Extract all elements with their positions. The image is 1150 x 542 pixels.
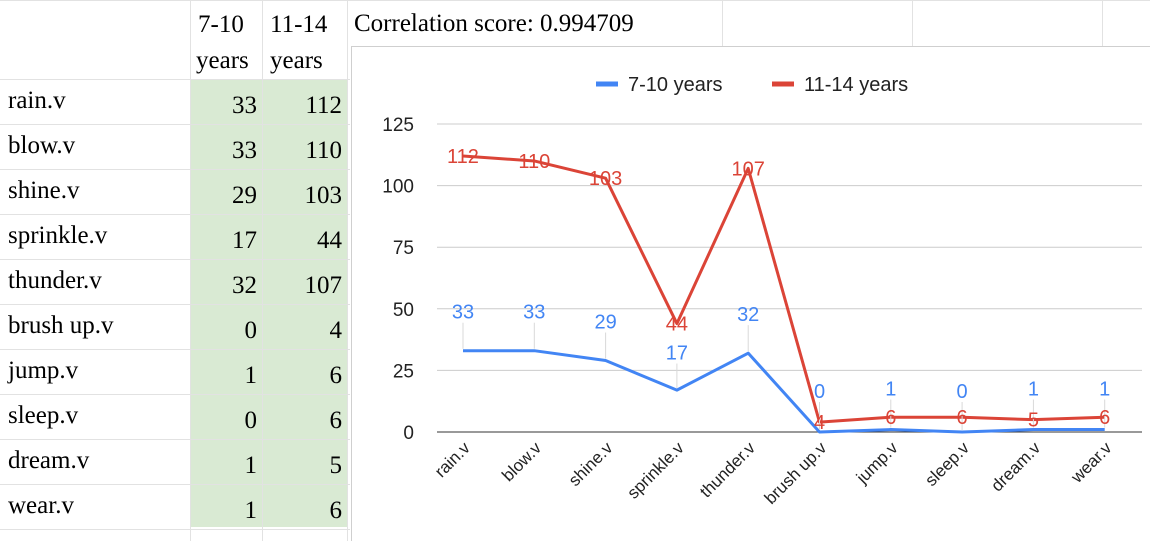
cell-11-14[interactable]: 6 [329, 497, 343, 524]
data-label-7-10: 0 [957, 381, 968, 403]
cell-word[interactable]: rain.v [8, 87, 66, 114]
data-label-7-10: 1 [885, 379, 896, 401]
data-label-7-10: 33 [523, 302, 545, 324]
header-7-10-line2[interactable]: years [196, 47, 249, 74]
correlation-score[interactable]: Correlation score: 0.994709 [354, 10, 634, 37]
cell-11-14[interactable]: 110 [305, 137, 342, 164]
y-tick-label: 25 [393, 361, 414, 382]
grid-hline [0, 124, 350, 125]
legend-label-11-14: 11-14 years [804, 74, 908, 96]
data-label-11-14: 103 [589, 168, 622, 190]
cell-7-10[interactable]: 33 [232, 92, 257, 119]
y-tick-label: 100 [382, 177, 414, 198]
cell-7-10[interactable]: 1 [244, 497, 258, 524]
cell-11-14[interactable]: 44 [317, 227, 342, 254]
grid-hline [0, 439, 350, 440]
cell-11-14[interactable]: 4 [329, 317, 343, 344]
legend-label-7-10: 7-10 years [628, 74, 723, 96]
cell-7-10[interactable]: 32 [232, 272, 257, 299]
cell-11-14[interactable]: 6 [329, 362, 343, 389]
series-line-11-14 [462, 154, 1105, 424]
grid-hline [0, 79, 350, 80]
x-tick-label: dream.v [987, 438, 1044, 495]
grid-hline [0, 304, 350, 305]
y-tick-label: 125 [382, 115, 414, 136]
cell-7-10[interactable]: 0 [244, 407, 258, 434]
grid-vline [1102, 0, 1103, 46]
cell-word[interactable]: dream.v [8, 447, 90, 474]
x-tick-label: wear.v [1067, 438, 1116, 487]
data-label-11-14: 44 [666, 314, 688, 336]
data-label-11-14: 6 [957, 407, 968, 429]
data-label-11-14: 5 [1028, 410, 1039, 432]
cell-11-14[interactable]: 107 [304, 272, 343, 299]
grid-hline [0, 214, 350, 215]
grid-hline [0, 529, 350, 530]
data-label-11-14: 4 [814, 412, 825, 434]
data-label-11-14: 112 [447, 146, 479, 168]
grid-vline [190, 0, 191, 541]
cell-word[interactable]: shine.v [8, 177, 80, 204]
data-label-11-14: 110 [518, 151, 550, 173]
x-tick-label: rain.v [431, 438, 474, 481]
x-tick-label: sprinkle.v [624, 438, 689, 503]
cell-7-10[interactable]: 0 [244, 317, 258, 344]
data-label-7-10: 33 [452, 302, 474, 324]
cell-word[interactable]: brush up.v [8, 312, 114, 339]
data-label-7-10: 29 [594, 312, 616, 334]
y-tick-label: 50 [393, 300, 414, 321]
grid-hline [0, 394, 350, 395]
grid-vline [262, 0, 263, 541]
cell-word[interactable]: thunder.v [8, 267, 102, 294]
data-fill [190, 80, 348, 527]
x-tick-label: thunder.v [696, 438, 759, 501]
y-tick-label: 0 [403, 423, 414, 444]
data-label-11-14: 6 [885, 407, 896, 429]
x-tick-label: jump.v [852, 438, 902, 488]
x-tick-label: brush up.v [761, 438, 831, 508]
grid-vline [347, 0, 348, 541]
cell-11-14[interactable]: 5 [329, 452, 343, 479]
cell-word[interactable]: wear.v [8, 492, 74, 519]
grid-hline [0, 169, 350, 170]
cell-word[interactable]: sleep.v [8, 402, 79, 429]
data-label-7-10: 17 [666, 343, 688, 365]
cell-11-14[interactable]: 6 [329, 407, 343, 434]
grid-hline [0, 0, 1150, 1]
cell-word[interactable]: jump.v [8, 357, 79, 384]
cell-7-10[interactable]: 29 [232, 182, 257, 209]
data-label-7-10: 1 [1099, 379, 1110, 401]
data-label-7-10: 0 [814, 381, 825, 403]
grid-hline [0, 349, 350, 350]
series-line-7-10 [463, 349, 1105, 434]
cell-word[interactable]: sprinkle.v [8, 222, 108, 249]
data-label-11-14: 107 [732, 158, 765, 180]
x-tick-label: sleep.v [921, 438, 973, 490]
data-label-11-14: 6 [1099, 407, 1110, 429]
cell-7-10[interactable]: 1 [244, 362, 258, 389]
x-tick-label: blow.v [498, 438, 545, 485]
cell-7-10[interactable]: 1 [244, 452, 258, 479]
cell-word[interactable]: blow.v [8, 132, 76, 159]
line-chart[interactable]: 0 25 50 75 100 125 rain.v blow.v shine.v sprinkle… [351, 46, 1150, 541]
header-11-14-line2[interactable]: years [270, 47, 323, 74]
data-label-7-10: 32 [737, 304, 759, 326]
cell-7-10[interactable]: 33 [232, 137, 257, 164]
grid-hline [0, 259, 350, 260]
grid-hline [0, 484, 350, 485]
data-label-7-10: 1 [1028, 379, 1039, 401]
y-tick-label: 75 [393, 238, 414, 259]
cell-11-14[interactable]: 103 [304, 182, 343, 209]
cell-7-10[interactable]: 17 [232, 227, 257, 254]
header-7-10-line1[interactable]: 7-10 [198, 11, 244, 38]
grid-vline [722, 0, 723, 46]
grid-vline [912, 0, 913, 46]
x-tick-label: shine.v [565, 438, 617, 490]
header-11-14-line1[interactable]: 11-14 [270, 11, 328, 38]
cell-11-14[interactable]: 112 [305, 92, 342, 119]
